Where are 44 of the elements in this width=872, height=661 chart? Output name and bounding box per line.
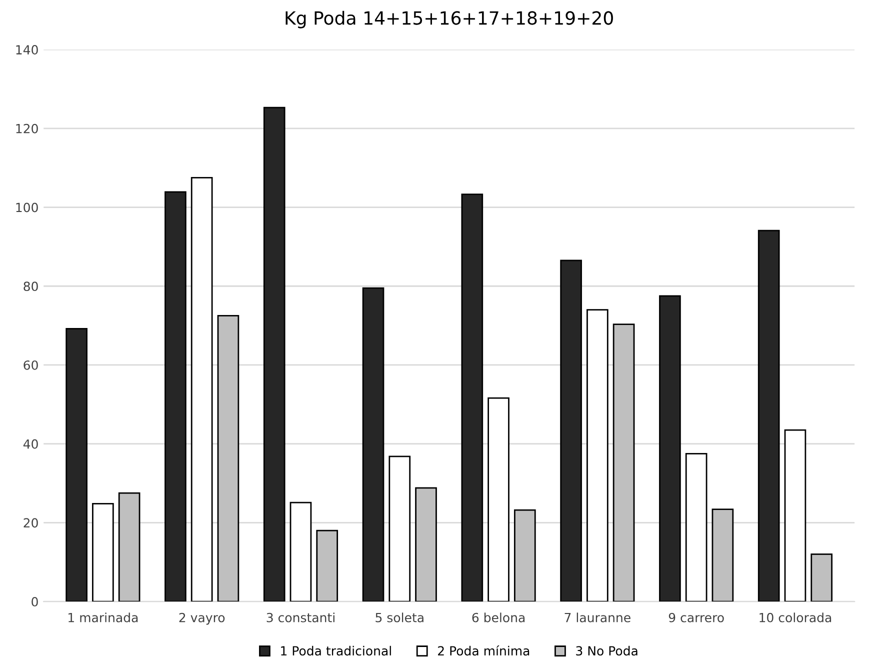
bar (659, 295, 681, 602)
y-tick-label: 120 (16, 124, 38, 134)
bar (784, 429, 806, 602)
bar (586, 309, 608, 602)
bar (217, 314, 240, 602)
legend-label: 2 Poda mínima (438, 645, 530, 656)
legend-label: 1 Poda tradicional (281, 646, 391, 656)
y-tick-label: 60 (24, 360, 38, 370)
x-tick-label: 9 carrero (668, 612, 724, 622)
bar (362, 287, 384, 602)
y-tick-label: 100 (16, 202, 38, 212)
bar (560, 260, 582, 602)
bar (758, 230, 780, 602)
bar (164, 191, 186, 602)
y-tick-label: 0 (32, 596, 38, 606)
bar (290, 502, 312, 602)
y-tick-label: 140 (16, 45, 38, 54)
bar (461, 194, 484, 602)
bar (415, 487, 437, 602)
y-tick-label: 40 (23, 439, 38, 449)
x-tick-label: 7 lauranne (564, 612, 630, 622)
y-tick-label: 20 (24, 518, 38, 528)
bar (263, 106, 286, 602)
bar (514, 509, 536, 602)
x-tick-label: 6 belona (472, 612, 525, 622)
bar (316, 530, 338, 602)
bar (92, 503, 114, 602)
chart-title: Kg Poda 14+15+16+17+18+19+20 (286, 10, 613, 28)
bar (66, 328, 88, 602)
bar (685, 452, 708, 602)
bar (712, 508, 734, 602)
bar (388, 456, 411, 602)
bar (190, 177, 213, 602)
bar (810, 554, 833, 602)
bar (118, 492, 140, 602)
x-tick-label: 5 soleta (376, 612, 424, 622)
x-tick-label: 3 constanti (266, 612, 334, 622)
y-tick-label: 80 (24, 282, 38, 292)
x-tick-label: 1 marinada (68, 612, 138, 622)
bar (612, 324, 635, 602)
bar (488, 397, 510, 602)
x-tick-label: 10 colorada (760, 612, 832, 622)
legend-label: 3 No Poda (576, 646, 638, 656)
x-tick-label: 2 vayro (179, 612, 225, 625)
